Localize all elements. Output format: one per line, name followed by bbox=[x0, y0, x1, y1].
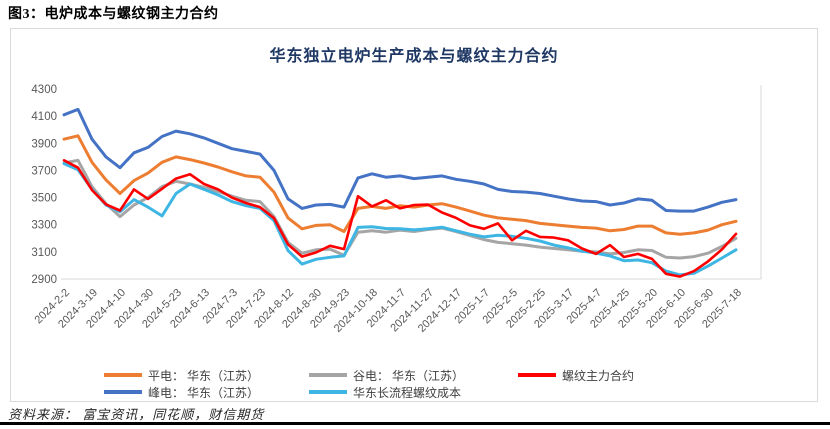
legend-item-rebar-contract: 螺纹主力合约 bbox=[518, 367, 634, 383]
svg-text:3500: 3500 bbox=[31, 193, 57, 205]
line-chart-plot: 430041003900370035003300310029002024-2-2… bbox=[31, 84, 762, 335]
svg-text:2900: 2900 bbox=[31, 274, 57, 286]
svg-text:3100: 3100 bbox=[31, 247, 57, 259]
legend-item-long-process-cost: 华东长流程螺纹成本 bbox=[309, 384, 461, 400]
legend-swatch-cyan bbox=[309, 390, 347, 394]
legend-item-valley-power: 谷电： 华东（江苏） bbox=[309, 367, 464, 383]
source-note: 资料来源： 富宝资讯，同花顺，财信期货 bbox=[8, 407, 265, 422]
legend-item-peak-power: 峰电： 华东（江苏） bbox=[104, 384, 259, 400]
legend-swatch-blue bbox=[104, 390, 142, 394]
divider-bar bbox=[0, 422, 830, 425]
legend-swatch-gray bbox=[309, 373, 347, 377]
legend-item-flat-power: 平电： 华东（江苏） bbox=[104, 367, 259, 383]
legend-label: 峰电： 华东（江苏） bbox=[148, 385, 260, 400]
svg-text:3900: 3900 bbox=[31, 138, 57, 150]
legend-swatch-orange bbox=[104, 373, 142, 377]
legend-label: 螺纹主力合约 bbox=[562, 368, 635, 383]
chart-panel: 4300 4100 3900 3700 3500 3300 3100 2900 2024-2-2… bbox=[10, 28, 818, 402]
legend-label: 谷电： 华东（江苏） bbox=[353, 368, 465, 383]
chart-title: 华东独立电炉生产成本与螺纹主力合约 bbox=[269, 48, 559, 65]
svg-text:4100: 4100 bbox=[31, 111, 57, 123]
figure-caption: 图3：电炉成本与螺纹钢主力合约 bbox=[8, 7, 219, 22]
legend-label: 平电： 华东（江苏） bbox=[148, 368, 260, 383]
svg-text:4300: 4300 bbox=[31, 84, 57, 96]
svg-text:3700: 3700 bbox=[31, 165, 57, 177]
legend-swatch-red bbox=[518, 373, 556, 377]
svg-text:3300: 3300 bbox=[31, 220, 57, 232]
legend-label: 华东长流程螺纹成本 bbox=[353, 385, 462, 400]
